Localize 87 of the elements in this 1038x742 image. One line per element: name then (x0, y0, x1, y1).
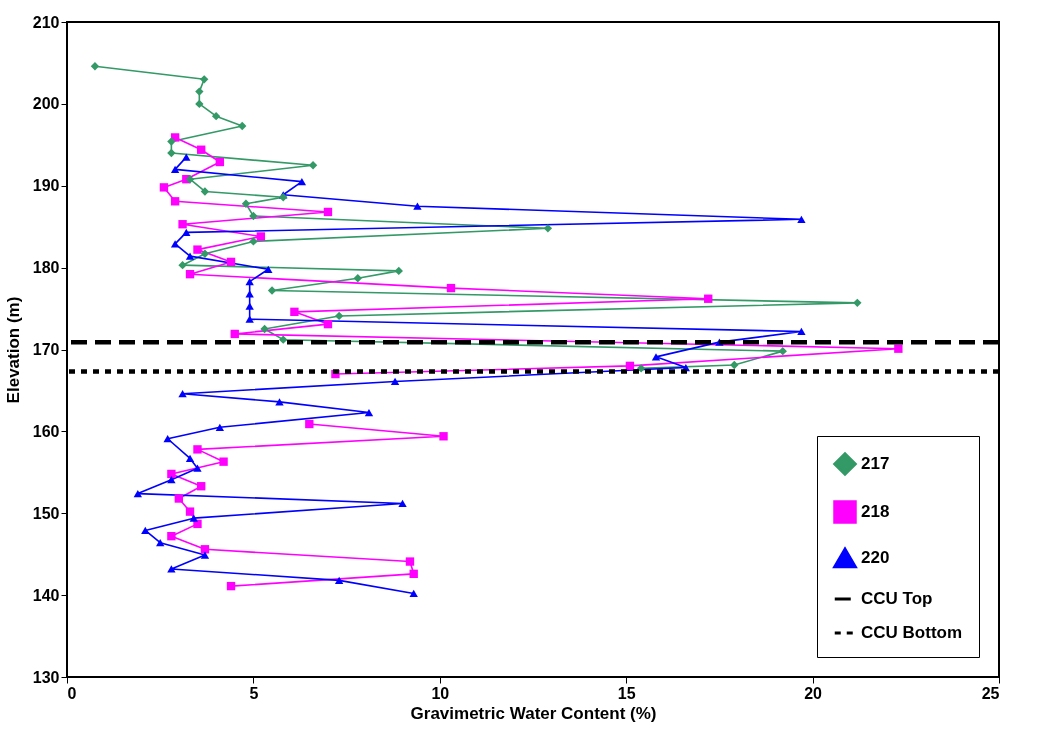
y-tick-label: 130 (32, 668, 60, 686)
point (353, 274, 362, 283)
point (797, 327, 806, 336)
point (334, 311, 344, 321)
point (797, 215, 806, 223)
y-tick-label: 140 (32, 586, 60, 604)
y-tick-label: 150 (32, 504, 60, 522)
point (730, 360, 739, 370)
x-tick-label: 15 (617, 684, 636, 702)
point (167, 148, 176, 158)
point (185, 175, 195, 184)
point (308, 161, 318, 170)
point (163, 435, 172, 443)
point (249, 237, 258, 246)
point (364, 408, 374, 417)
point (197, 145, 206, 154)
point (178, 390, 187, 398)
point (90, 62, 100, 71)
point (245, 315, 254, 323)
x-tick-label: 0 (67, 684, 77, 702)
point (182, 228, 191, 237)
point (156, 539, 165, 547)
point (279, 335, 288, 344)
point (853, 298, 862, 308)
point (543, 224, 553, 233)
point (230, 329, 239, 339)
point (894, 344, 903, 353)
point (249, 211, 258, 221)
legend-label: CCU Bottom (861, 623, 963, 642)
point (182, 153, 191, 161)
point (215, 157, 225, 167)
y-tick-label: 170 (32, 341, 60, 358)
point (200, 75, 209, 84)
point (446, 283, 456, 293)
x-axis-title: Gravimetric Water Content (%) (410, 703, 657, 723)
y-tick-label: 190 (32, 177, 60, 195)
point (133, 489, 143, 498)
point (275, 398, 284, 406)
x-tick-label: 20 (804, 684, 823, 702)
point (394, 266, 403, 276)
legend-label: 220 (861, 548, 890, 567)
point (245, 290, 254, 298)
point (195, 87, 204, 96)
point (245, 302, 254, 310)
point (256, 232, 266, 241)
point (413, 202, 422, 210)
point (170, 165, 180, 173)
y-tick-label: 160 (32, 422, 60, 440)
point (185, 252, 195, 260)
y-tick-label: 200 (32, 95, 60, 113)
point (778, 346, 787, 356)
y-axis-title: Elevation (m) (3, 296, 23, 404)
point (238, 121, 247, 131)
point (245, 277, 254, 286)
point (267, 286, 277, 295)
point (260, 324, 269, 334)
point (323, 207, 333, 217)
point (297, 178, 307, 186)
legend-label: 217 (861, 454, 890, 473)
point (409, 589, 418, 598)
point (167, 137, 176, 146)
point (704, 294, 713, 303)
point (200, 249, 210, 258)
point (200, 187, 210, 196)
point (185, 269, 195, 279)
point (178, 260, 187, 270)
point (323, 319, 333, 329)
point (193, 245, 202, 254)
point (390, 377, 400, 386)
y-tick-label: 210 (32, 13, 60, 31)
point (141, 526, 150, 535)
point (226, 257, 236, 267)
legend-label: CCU Top (861, 589, 933, 608)
y-tick-label: 180 (32, 259, 60, 277)
point (170, 197, 180, 206)
point (159, 183, 169, 192)
x-tick-label: 5 (249, 684, 259, 702)
point (241, 199, 251, 208)
point (195, 99, 204, 109)
x-tick-label: 10 (431, 684, 450, 702)
point (170, 240, 180, 248)
x-tick-label: 25 (981, 684, 1000, 702)
point (290, 307, 299, 317)
legend-label: 218 (861, 502, 890, 521)
point (178, 220, 187, 229)
point (211, 111, 221, 121)
point (264, 265, 273, 273)
